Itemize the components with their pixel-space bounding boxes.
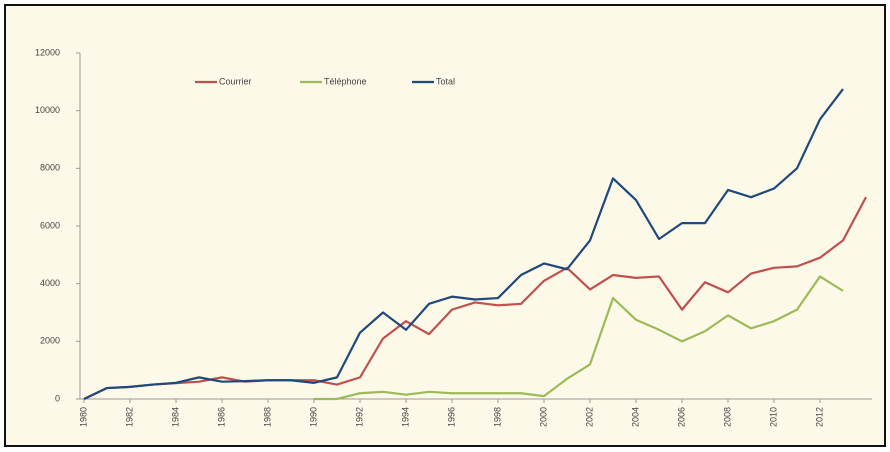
legend-label: Téléphone bbox=[324, 76, 367, 86]
y-tick-label: 10000 bbox=[35, 105, 60, 115]
series-line bbox=[83, 88, 844, 400]
x-tick-label: 1996 bbox=[446, 407, 456, 427]
series-line bbox=[314, 275, 844, 401]
x-tick-label: 1984 bbox=[170, 407, 180, 427]
y-tick-label: 8000 bbox=[40, 163, 60, 173]
x-tick-label: 1998 bbox=[492, 407, 502, 427]
x-tick-label: 1992 bbox=[354, 407, 364, 427]
x-tick-label: 2000 bbox=[538, 407, 548, 427]
x-tick-label: 2006 bbox=[676, 407, 686, 427]
x-tick-label: 1988 bbox=[262, 407, 272, 427]
x-tick-label: 1990 bbox=[308, 407, 318, 427]
y-tick-label: 2000 bbox=[40, 336, 60, 346]
x-tick-label: 2010 bbox=[768, 407, 778, 427]
x-tick-label: 1980 bbox=[78, 407, 88, 427]
x-tick-label: 1982 bbox=[124, 407, 134, 427]
y-tick-label: 12000 bbox=[35, 47, 60, 57]
chart-frame bbox=[4, 4, 886, 447]
legend-label: Courrier bbox=[219, 76, 252, 86]
x-tick-label: 2004 bbox=[630, 407, 640, 427]
series-line bbox=[83, 196, 867, 400]
x-tick-label: 2002 bbox=[584, 407, 594, 427]
y-tick-label: 0 bbox=[55, 393, 60, 403]
x-tick-label: 1986 bbox=[216, 407, 226, 427]
x-tick-label: 2012 bbox=[814, 407, 824, 427]
x-tick-label: 2008 bbox=[722, 407, 732, 427]
x-tick-label: 1994 bbox=[400, 407, 410, 427]
legend-label: Total bbox=[436, 76, 455, 86]
y-tick-label: 6000 bbox=[40, 220, 60, 230]
y-tick-label: 4000 bbox=[40, 278, 60, 288]
